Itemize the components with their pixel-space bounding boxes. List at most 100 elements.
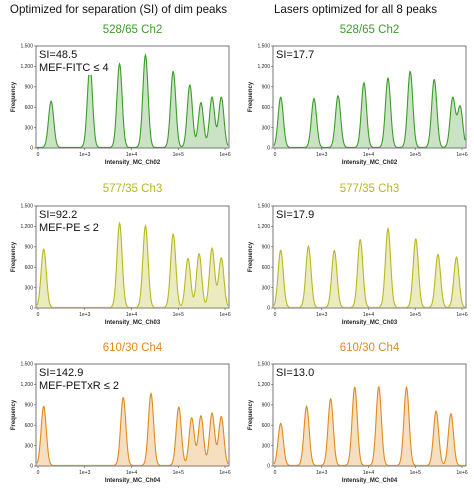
x-tick-label: 1e+3 [79,470,90,476]
y-tick-label: 0 [267,464,270,470]
x-tick-label: 1e+6 [456,470,467,476]
y-tick-label: 0 [30,306,33,312]
annotation-text: SI=13.0 [276,367,314,379]
histogram-line [273,226,466,309]
x-tick-label: 1e+5 [410,470,421,476]
x-tick-label: 1e+4 [363,470,374,476]
x-tick-label: 0 [37,152,40,158]
x-tick-label: 0 [37,470,40,476]
panel-title: 528/65 Ch2 [102,24,163,36]
x-tick-label: 1e+5 [410,152,421,158]
y-tick-label: 600 [262,105,271,111]
y-tick-label: 600 [25,105,34,111]
y-tick-label: 1,200 [257,224,270,230]
y-axis-label: Frequency [11,81,17,112]
y-tick-label: 600 [262,423,271,429]
x-tick-label: 1e+3 [316,470,327,476]
y-axis-label: Frequency [11,399,17,430]
histogram-panel: 0 300 600 900 1,200 1,500 0 1e+3 1e+4 1e+5 1e+6 Int… [248,362,468,484]
x-tick-label: 1e+3 [316,152,327,158]
x-axis-label: Intensity_MC_Ch04 [342,478,398,484]
histogram-panel: 0 300 600 900 1,200 1,500 0 1e+3 1e+4 1e+5 1e+6 Int… [11,362,231,484]
histogram-line [273,385,465,467]
annotation-text: SI=92.2 [39,209,77,221]
y-tick-label: 1,200 [20,224,33,230]
y-tick-label: 1,500 [20,44,33,50]
x-axis-label: Intensity_MC_Ch03 [105,320,161,326]
histogram-panel: 0 300 600 900 1,200 1,500 0 1e+3 1e+4 1e+5 1e+6 Int… [248,204,468,326]
histogram-line [273,70,466,149]
y-tick-label: 0 [30,464,33,470]
y-tick-label: 900 [262,403,271,409]
histogram-area [37,393,228,466]
y-tick-label: 1,200 [257,382,270,388]
x-tick-label: 0 [37,312,40,318]
x-axis-label: Intensity_MC_Ch02 [105,160,161,166]
x-tick-label: 1e+4 [363,152,374,158]
x-tick-label: 1e+5 [173,152,184,158]
si-annotation: SI=17.9 [274,207,324,222]
panel-title: 610/30 Ch4 [339,342,400,354]
y-tick-label: 1,200 [20,64,33,70]
y-tick-label: 300 [262,285,271,291]
y-tick-label: 1,200 [257,64,270,70]
si-annotation: SI=17.7 [274,47,324,62]
y-tick-label: 1,500 [20,204,33,210]
x-tick-label: 1e+6 [456,312,467,318]
y-tick-label: 1,500 [257,44,270,50]
y-tick-label: 300 [262,125,271,131]
y-tick-label: 600 [25,423,34,429]
x-tick-label: 1e+6 [219,152,230,158]
x-tick-label: 1e+3 [316,312,327,318]
x-axis-label: Intensity_MC_Ch04 [105,478,161,484]
annotation-text: MEF-PE ≤ 2 [39,222,99,234]
y-axis-label: Frequency [248,81,254,112]
y-tick-label: 600 [262,265,271,271]
plot-frame [272,45,467,149]
histogram-line [36,391,229,467]
x-tick-label: 1e+4 [126,152,137,158]
column-header-right: Lasers optimized for all 8 peaks [273,3,438,16]
annotation-text: MEF-PETxR ≤ 2 [39,380,119,392]
column-header-left: Optimized for separation (SI) of dim pea… [9,3,228,16]
x-tick-label: 1e+4 [126,470,137,476]
x-tick-label: 1e+4 [363,312,374,318]
histogram-panel: 0 300 600 900 1,200 1,500 0 1e+3 1e+4 1e+5 1e+6 Int… [248,44,468,166]
y-tick-label: 300 [25,125,34,131]
x-tick-label: 0 [274,312,277,318]
histogram-area [274,228,465,308]
y-tick-label: 900 [25,245,34,251]
x-tick-label: 1e+3 [79,152,90,158]
y-tick-label: 300 [25,443,34,449]
x-tick-label: 1e+5 [410,312,421,318]
annotation-text: SI=48.5 [39,49,77,61]
x-tick-label: 1e+5 [173,312,184,318]
y-tick-label: 900 [262,85,271,91]
x-axis-label: Intensity_MC_Ch03 [342,320,398,326]
histogram-panel: 0 300 600 900 1,200 1,500 0 1e+3 1e+4 1e+5 1e+6 Int… [11,204,231,326]
y-tick-label: 300 [262,443,271,449]
x-tick-label: 1e+6 [219,312,230,318]
y-tick-label: 0 [267,306,270,312]
y-axis-label: Frequency [248,399,254,430]
histogram-line [36,221,229,309]
y-tick-label: 900 [25,85,34,91]
panel-title: 610/30 Ch4 [102,342,163,354]
panel-title: 577/35 Ch3 [339,183,400,195]
y-tick-label: 900 [262,245,271,251]
histogram-line [37,53,229,149]
x-tick-label: 0 [274,470,277,476]
annotation-text: SI=142.9 [39,367,83,379]
y-tick-label: 900 [25,403,34,409]
y-tick-label: 1,200 [20,382,33,388]
annotation-text: SI=17.7 [276,49,314,61]
x-tick-label: 1e+5 [173,470,184,476]
y-tick-label: 1,500 [20,362,33,368]
y-tick-label: 300 [25,285,34,291]
x-tick-label: 1e+6 [219,470,230,476]
panel-title: 577/35 Ch3 [102,183,163,195]
y-tick-label: 0 [30,146,33,152]
